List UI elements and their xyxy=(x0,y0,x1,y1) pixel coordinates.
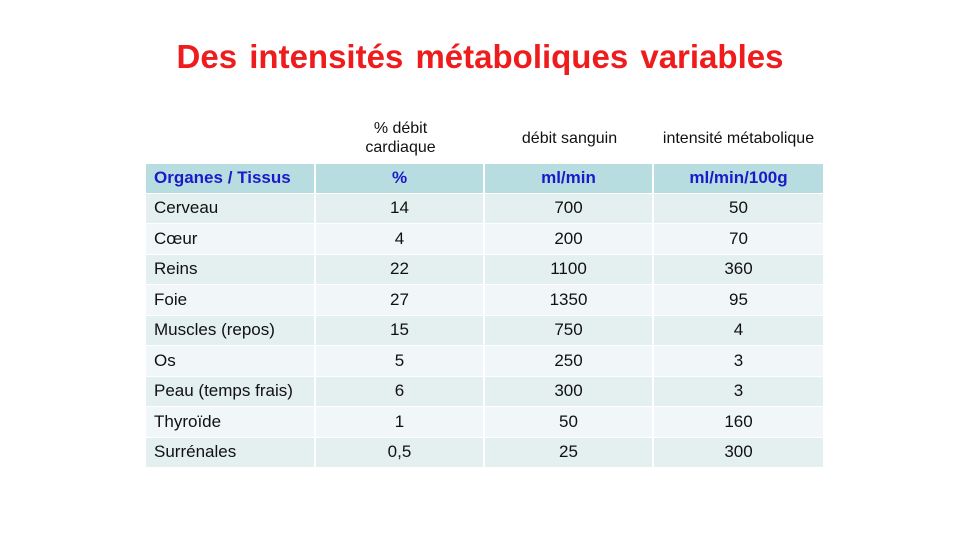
table-row: Peau (temps frais) 6 300 3 xyxy=(146,376,823,407)
header-cell-intensity: ml/min/100g xyxy=(653,164,823,194)
intensity-cell: 50 xyxy=(653,193,823,224)
table-row: Reins 22 1100 360 xyxy=(146,254,823,285)
intensity-cell: 95 xyxy=(653,284,823,316)
organ-cell: Surrénales xyxy=(146,437,316,468)
organ-cell: Thyroïde xyxy=(146,406,316,438)
percent-cell: 14 xyxy=(315,193,485,224)
header-cell-organ: Organes / Tissus xyxy=(146,164,316,194)
intensity-cell: 3 xyxy=(653,376,823,407)
organ-cell: Reins xyxy=(146,254,316,285)
column-label-metabolic-intensity: intensité métabolique xyxy=(662,129,815,147)
table-row: Cœur 4 200 70 xyxy=(146,223,823,255)
table-header-row: Organes / Tissus % ml/min ml/min/100g xyxy=(146,164,823,194)
flow-cell: 750 xyxy=(484,315,654,346)
flow-cell: 1350 xyxy=(484,284,654,316)
slide-title: Des intensités métaboliques variables xyxy=(176,38,784,75)
metabolic-intensity-table: Organes / Tissus % ml/min ml/min/100g Ce… xyxy=(146,164,823,468)
percent-cell: 5 xyxy=(315,345,485,377)
percent-cell: 4 xyxy=(315,223,485,255)
flow-cell: 50 xyxy=(484,406,654,438)
flow-cell: 250 xyxy=(484,345,654,377)
percent-cell: 6 xyxy=(315,376,485,407)
organ-cell: Foie xyxy=(146,284,316,316)
organ-cell: Cerveau xyxy=(146,193,316,224)
column-label-percent-cardiac-output: % débit cardiaque xyxy=(365,120,436,156)
intensity-cell: 3 xyxy=(653,345,823,377)
table-row: Muscles (repos) 15 750 4 xyxy=(146,315,823,346)
table-row: Thyroïde 1 50 160 xyxy=(146,406,823,438)
flow-cell: 700 xyxy=(484,193,654,224)
table-row: Cerveau 14 700 50 xyxy=(146,193,823,224)
percent-cell: 1 xyxy=(315,406,485,438)
header-cell-flow: ml/min xyxy=(484,164,654,194)
table-row: Foie 27 1350 95 xyxy=(146,284,823,316)
percent-cell: 22 xyxy=(315,254,485,285)
flow-cell: 1100 xyxy=(484,254,654,285)
organ-cell: Os xyxy=(146,345,316,377)
percent-cell: 15 xyxy=(315,315,485,346)
table-row: Os 5 250 3 xyxy=(146,345,823,377)
organ-cell: Cœur xyxy=(146,223,316,255)
percent-cell: 0,5 xyxy=(315,437,485,468)
intensity-cell: 160 xyxy=(653,406,823,438)
percent-cell: 27 xyxy=(315,284,485,316)
intensity-cell: 70 xyxy=(653,223,823,255)
organ-cell: Peau (temps frais) xyxy=(146,376,316,407)
flow-cell: 300 xyxy=(484,376,654,407)
intensity-cell: 360 xyxy=(653,254,823,285)
column-label-blood-flow: débit sanguin xyxy=(521,129,618,147)
flow-cell: 200 xyxy=(484,223,654,255)
intensity-cell: 4 xyxy=(653,315,823,346)
header-cell-percent: % xyxy=(315,164,485,194)
intensity-cell: 300 xyxy=(653,437,823,468)
organ-cell: Muscles (repos) xyxy=(146,315,316,346)
flow-cell: 25 xyxy=(484,437,654,468)
table-row: Surrénales 0,5 25 300 xyxy=(146,437,823,468)
